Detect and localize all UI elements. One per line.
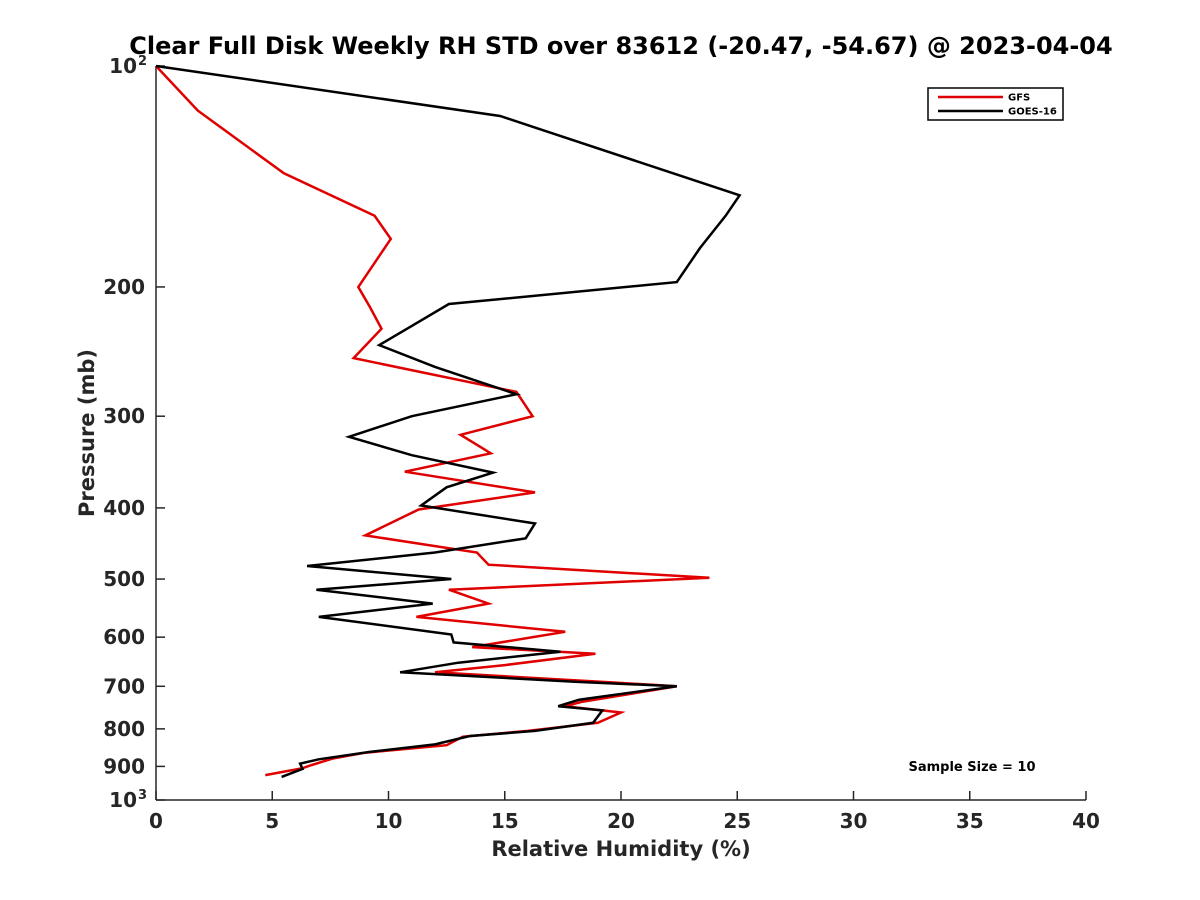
x-tick-label: 0 xyxy=(149,809,163,833)
y-tick-label: 700 xyxy=(103,674,145,698)
y-axis-label: Pressure (mb) xyxy=(75,349,99,517)
y-tick-label: 400 xyxy=(103,496,145,520)
sample-size-annotation: Sample Size = 10 xyxy=(908,760,1035,775)
legend-label-goes16: GOES-16 xyxy=(1008,107,1057,118)
y-tick-label: 500 xyxy=(103,567,145,591)
legend-label-gfs: GFS xyxy=(1008,93,1030,104)
y-tick-label: 800 xyxy=(103,717,145,741)
x-axis-label: Relative Humidity (%) xyxy=(491,837,750,861)
chart-title: Clear Full Disk Weekly RH STD over 83612… xyxy=(129,32,1112,60)
y-tick-label: 10 xyxy=(109,788,137,812)
y-tick-label: 900 xyxy=(103,754,145,778)
x-tick-label: 5 xyxy=(265,809,279,833)
x-tick-label: 35 xyxy=(956,809,984,833)
x-ticks: 0 5 10 15 20 25 30 35 40 xyxy=(149,791,1100,833)
x-tick-label: 10 xyxy=(375,809,403,833)
legend: GFS GOES-16 xyxy=(927,87,1064,121)
x-tick-label: 20 xyxy=(607,809,635,833)
legend-box xyxy=(927,87,1064,121)
y-tick-label: 200 xyxy=(103,275,145,299)
x-tick-label: 15 xyxy=(491,809,519,833)
y-tick-exponent: 2 xyxy=(138,54,147,69)
plot-area: 0 5 10 15 20 25 30 35 40 10 220030040050060070080… xyxy=(103,54,1100,833)
series-line-goes16 xyxy=(155,64,742,779)
x-tick-label: 25 xyxy=(723,809,751,833)
y-tick-label: 300 xyxy=(103,404,145,428)
y-tick-label: 10 xyxy=(109,54,137,78)
y-tick-exponent: 3 xyxy=(138,788,147,803)
y-tick-label: 600 xyxy=(103,625,145,649)
x-tick-label: 30 xyxy=(840,809,868,833)
x-tick-label: 40 xyxy=(1072,809,1100,833)
series-lines xyxy=(155,64,742,779)
